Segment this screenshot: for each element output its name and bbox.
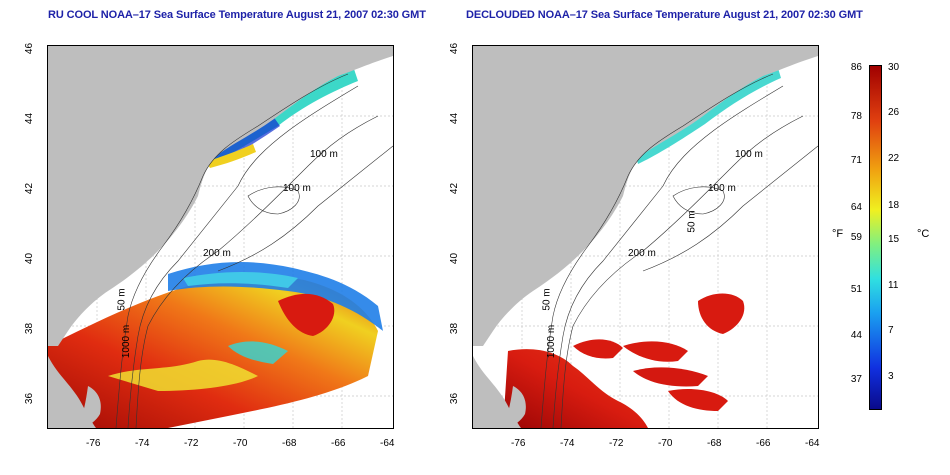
c-tick: 3: [888, 371, 894, 382]
c-tick: 18: [888, 200, 900, 211]
lat-tick: 44: [449, 112, 461, 125]
f-tick: 64: [850, 202, 862, 213]
lon-tick: -74: [135, 438, 150, 449]
lat-tick: 42: [449, 182, 461, 195]
celsius-unit: °C: [917, 228, 930, 240]
lon-tick: -76: [86, 438, 101, 449]
lon-tick: -66: [331, 438, 346, 449]
contour-label-200m: 200 m: [203, 248, 231, 259]
contour-label-100m-b: 100 m: [708, 183, 736, 194]
temperature-colorbar: [869, 65, 882, 410]
f-tick: 37: [850, 374, 862, 385]
lon-tick: -64: [805, 438, 820, 449]
f-tick: 44: [850, 330, 862, 341]
lon-tick: -68: [707, 438, 722, 449]
fahrenheit-unit: °F: [832, 228, 844, 240]
right-panel-title: DECLOUDED NOAA–17 Sea Surface Temperatur…: [466, 9, 863, 21]
contour-label-200m: 200 m: [628, 248, 656, 259]
lat-tick: 36: [449, 392, 461, 405]
sst-map-declouded-graphic: [473, 46, 818, 428]
lon-tick: -70: [658, 438, 673, 449]
lon-tick: -64: [380, 438, 395, 449]
f-tick: 71: [850, 155, 862, 166]
lat-tick: 36: [24, 392, 36, 405]
contour-label-50m-b: 50 m: [686, 210, 698, 233]
lon-tick: -74: [560, 438, 575, 449]
left-panel-title: RU COOL NOAA–17 Sea Surface Temperature …: [48, 9, 426, 21]
f-tick: 59: [850, 232, 862, 243]
lon-tick: -72: [184, 438, 199, 449]
lat-tick: 46: [449, 42, 461, 55]
contour-label-1000m: 1000 m: [121, 324, 133, 359]
lat-tick: 40: [24, 252, 36, 265]
lat-tick: 42: [24, 182, 36, 195]
lon-tick: -66: [756, 438, 771, 449]
contour-label-100m: 100 m: [735, 149, 763, 160]
lat-tick: 40: [449, 252, 461, 265]
c-tick: 7: [888, 325, 894, 336]
f-tick: 78: [850, 111, 862, 122]
c-tick: 15: [888, 234, 900, 245]
c-tick: 11: [888, 280, 899, 291]
contour-label-100m-b: 100 m: [283, 183, 311, 194]
sst-map-raw-graphic: [48, 46, 393, 428]
lat-tick: 38: [24, 322, 36, 335]
lon-tick: -70: [233, 438, 248, 449]
contour-label-50m: 50 m: [541, 288, 553, 311]
lat-tick: 46: [24, 42, 36, 55]
lat-tick: 44: [24, 112, 36, 125]
lon-tick: -76: [511, 438, 526, 449]
f-tick: 86: [850, 62, 862, 73]
c-tick: 22: [888, 153, 900, 164]
c-tick: 30: [888, 62, 900, 73]
contour-label-50m: 50 m: [116, 288, 128, 311]
contour-label-1000m: 1000 m: [546, 324, 558, 359]
lon-tick: -68: [282, 438, 297, 449]
c-tick: 26: [888, 107, 900, 118]
lat-tick: 38: [449, 322, 461, 335]
contour-label-100m: 100 m: [310, 149, 338, 160]
f-tick: 51: [850, 284, 862, 295]
sst-map-raw[interactable]: 100 m 100 m 200 m 50 m 1000 m: [47, 45, 394, 429]
lon-tick: -72: [609, 438, 624, 449]
sst-map-declouded[interactable]: 100 m 100 m 200 m 50 m 50 m 1000 m: [472, 45, 819, 429]
